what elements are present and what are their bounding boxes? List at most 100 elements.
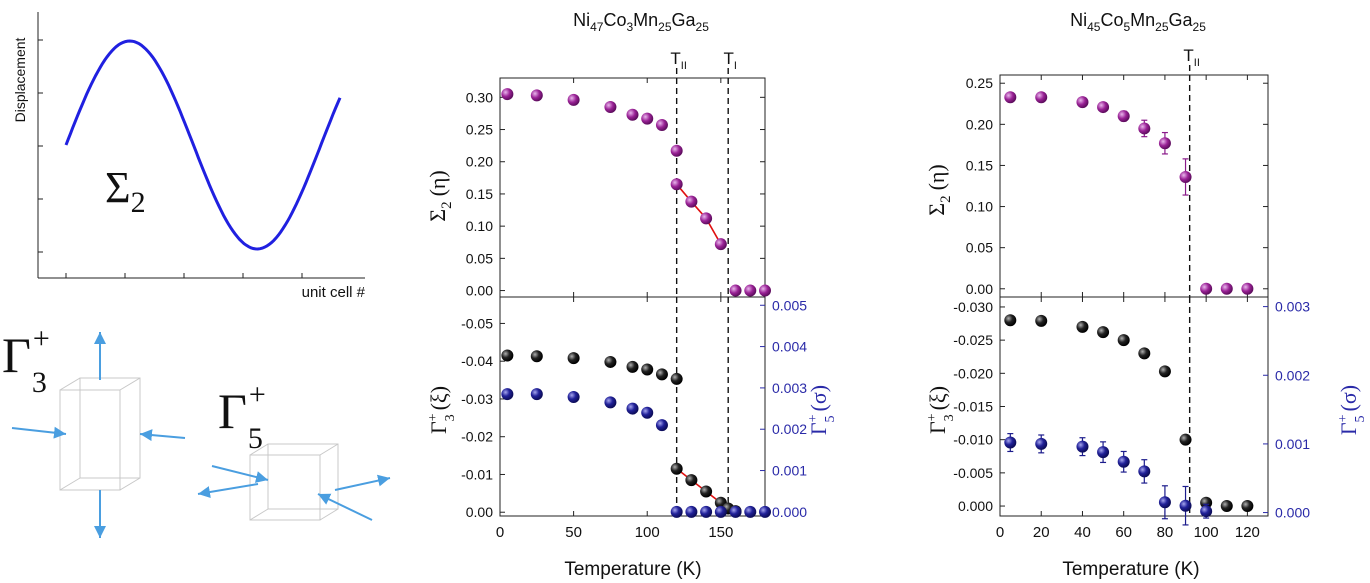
- y2-tick-label: 0.002: [772, 421, 807, 437]
- y2-tick-label: 0.001: [772, 463, 807, 479]
- data-point: [501, 88, 514, 101]
- data-point: [530, 350, 543, 363]
- y2-tick-label: 0.004: [772, 339, 807, 355]
- data-point: [1117, 110, 1130, 123]
- data-point: [641, 112, 654, 125]
- data-point: [1035, 91, 1048, 104]
- data-point: [670, 372, 683, 385]
- y-tick-label: 0.25: [466, 122, 493, 138]
- sigma2-label: Σ2: [105, 163, 146, 219]
- chart1-ylabel-bottom-right: Γ+ 5(σ): [806, 385, 838, 435]
- data-point: [1076, 96, 1089, 109]
- data-point: [1158, 496, 1171, 509]
- y-tick-label: 0.000: [958, 498, 993, 514]
- y-tick-label: -0.015: [953, 399, 993, 415]
- y-tick-label: -0.025: [953, 332, 993, 348]
- x-tick-label: 80: [1157, 524, 1174, 541]
- y2-tick-label: 0.005: [772, 297, 807, 313]
- chart-ni47-composition: Ni47Co3Mn25Ga25 0.00 0.05 0.10 0.15 0.20 0.25…: [425, 10, 838, 580]
- y-tick-label: -0.02: [461, 429, 493, 445]
- data-point: [759, 284, 771, 297]
- data-point: [604, 100, 617, 113]
- x-tick-label: 120: [1235, 524, 1260, 541]
- data-point: [641, 363, 654, 376]
- gamma5-box: [249, 443, 339, 521]
- data-point: [1004, 436, 1017, 449]
- y2-tick-label: 0.003: [1275, 299, 1310, 315]
- chart1-title: Ni47Co3Mn25Ga25: [573, 10, 709, 34]
- y-tick-label: 0.10: [466, 218, 493, 234]
- plot-frame: [999, 74, 1269, 298]
- data-point: [670, 505, 683, 518]
- x-tick-label: 20: [1033, 524, 1050, 541]
- chart2-ylabel-bottom-right: Γ+ 5(σ): [1336, 385, 1368, 435]
- transition-label-main: T: [1183, 46, 1193, 65]
- data-point: [1200, 496, 1213, 509]
- sine-wave: [64, 39, 342, 251]
- data-point: [567, 390, 580, 403]
- x-tick-label: 40: [1074, 524, 1091, 541]
- y2-tick-label: 0.000: [772, 504, 807, 520]
- chart2-top-panel: 0.00 0.05 0.10 0.15 0.20 0.25 TII: [966, 46, 1269, 298]
- data-point: [1138, 465, 1151, 478]
- y-tick-label: 0.00: [466, 283, 493, 299]
- data-point: [1097, 326, 1110, 339]
- chart2-xlabel: Temperature (K): [1062, 559, 1199, 580]
- sine-xlabel: unit cell #: [302, 284, 366, 301]
- y-tick-label: -0.05: [461, 315, 493, 331]
- gamma5-cell-schematic: Γ+ 5: [197, 378, 391, 521]
- chart1-ylabel-top: Σ2(η): [425, 170, 455, 221]
- transition-label-main: T: [670, 49, 680, 68]
- y2-tick-label: 0.002: [1275, 367, 1310, 383]
- data-point: [729, 505, 742, 518]
- x-tick-label: 100: [635, 524, 660, 541]
- y-tick-label: -0.01: [461, 466, 493, 482]
- data-point: [1138, 347, 1151, 360]
- x-tick-label: 50: [565, 524, 582, 541]
- data-point: [1138, 122, 1151, 135]
- chart1-bottom-panel: 0 50 100 150 0.00 -0.01 -0.02 -0.03 -0.04 -0.05 0.…: [461, 296, 807, 541]
- x-tick-label: 60: [1115, 524, 1132, 541]
- data-point: [1158, 365, 1171, 378]
- data-point: [729, 284, 742, 297]
- data-point: [670, 462, 683, 475]
- data-point: [655, 419, 668, 432]
- y2-tick-label: 0.003: [772, 380, 807, 396]
- data-point: [1035, 437, 1048, 450]
- plot-frame: [499, 296, 766, 517]
- y-tick-label: 0.30: [466, 89, 493, 105]
- plot-frame: [999, 296, 1269, 517]
- x-tick-label: 0: [496, 524, 504, 541]
- x-tick-label: 0: [996, 524, 1004, 541]
- transition-label-sub: II: [681, 60, 687, 72]
- data-point: [1179, 499, 1192, 512]
- y-tick-label: 0.15: [966, 157, 993, 173]
- data-point: [655, 368, 668, 381]
- y-tick-label: 0.25: [966, 75, 993, 91]
- data-point: [1076, 320, 1089, 333]
- data-point: [1220, 282, 1233, 295]
- y-tick-label: -0.010: [953, 432, 993, 448]
- transition-label-sub: I: [734, 60, 737, 72]
- gamma3-symbol: Γ+ 3: [2, 322, 50, 399]
- y-tick-label: 0.20: [966, 116, 993, 132]
- data-point: [501, 388, 514, 401]
- data-point: [567, 352, 580, 365]
- sine-ylabel: Displacement: [12, 37, 28, 122]
- data-point: [655, 119, 668, 132]
- transition-label-main: T: [723, 49, 733, 68]
- fit-line: [676, 183, 722, 245]
- chart1-ylabel-bottom-left: Γ+ 3(ξ): [426, 386, 458, 434]
- y-tick-label: 0.15: [466, 186, 493, 202]
- y-tick-label: 0.00: [966, 281, 993, 297]
- chart-ni45-composition: Ni45Co5Mn25Ga25 0.00 0.05 0.10 0.15 0.20 0.25…: [924, 10, 1368, 580]
- y-tick-label: 0.05: [966, 240, 993, 256]
- data-point: [759, 505, 771, 518]
- data-point: [626, 402, 639, 415]
- data-point: [670, 144, 683, 157]
- gamma3-cell-schematic: Γ+ 3: [2, 322, 186, 538]
- x-tick-label: 150: [708, 524, 733, 541]
- data-point: [626, 360, 639, 373]
- data-point: [1035, 314, 1048, 327]
